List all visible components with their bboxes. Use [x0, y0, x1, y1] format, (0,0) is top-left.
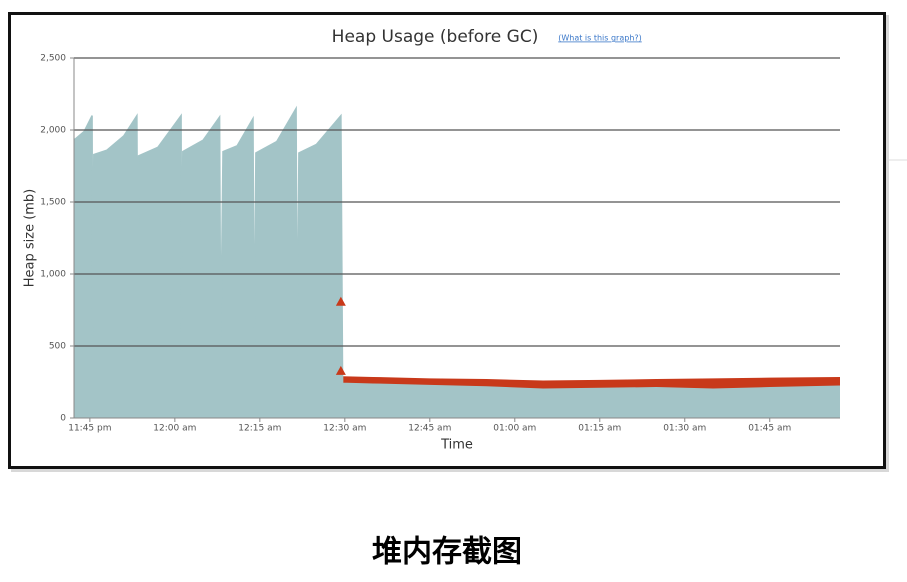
- area-fill: [74, 108, 840, 419]
- x-tick-label: 11:45 pm: [68, 424, 111, 434]
- x-tick-label: 01:45 am: [748, 424, 791, 434]
- x-tick-label: 12:30 am: [323, 424, 366, 434]
- x-tick-label: 01:30 am: [663, 424, 706, 434]
- help-link[interactable]: (What is this graph?): [558, 34, 642, 43]
- chart-title: Heap Usage (before GC): [332, 27, 539, 47]
- x-tick-label: 01:15 am: [578, 424, 621, 434]
- y-tick-label: 1,000: [40, 270, 66, 280]
- y-tick-label: 1,500: [40, 198, 66, 208]
- plot: 0 500 1,000 1,500 2,000 2,500 11:45 pm 12:00 am…: [40, 54, 841, 434]
- marker: [335, 365, 346, 375]
- x-tick-label: 01:00 am: [493, 424, 536, 434]
- y-tick-label: 2,500: [40, 54, 66, 64]
- area-line: [73, 105, 841, 390]
- x-tick-label: 12:15 am: [238, 424, 281, 434]
- x-tick-label: 12:00 am: [153, 424, 196, 434]
- caption: 堆内存截图: [372, 535, 522, 570]
- area-line: [342, 376, 841, 383]
- marker: [335, 296, 346, 306]
- y-axis-label: Heap size (mb): [23, 189, 38, 288]
- y-tick-label: 0: [60, 414, 66, 424]
- x-axis-label: Time: [440, 438, 473, 453]
- y-tick-label: 500: [49, 342, 66, 352]
- y-tick-label: 2,000: [40, 126, 66, 136]
- x-tick-label: 12:45 am: [408, 424, 451, 434]
